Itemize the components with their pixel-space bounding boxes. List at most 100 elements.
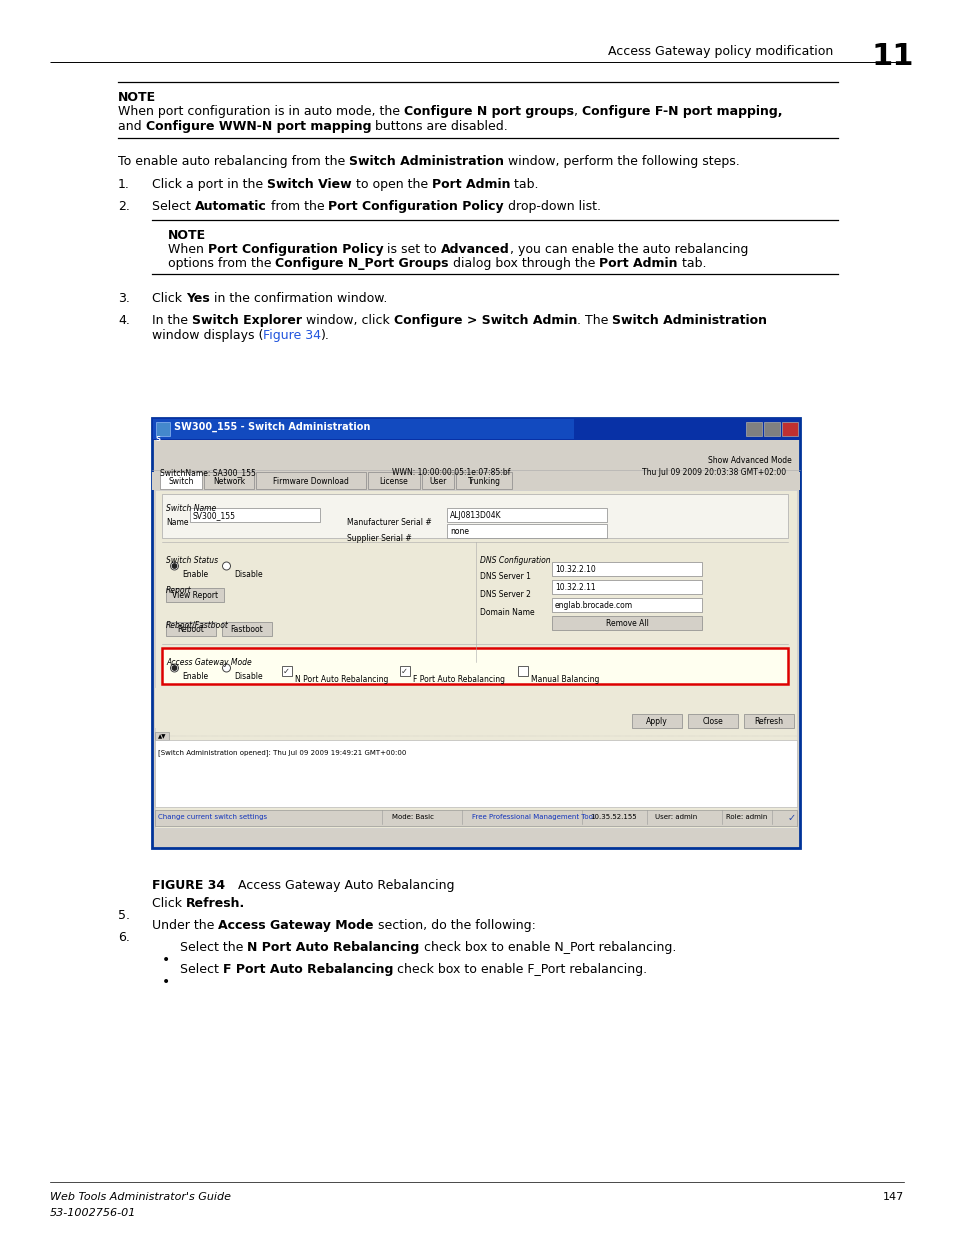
Text: englab.brocade.com: englab.brocade.com: [555, 601, 633, 610]
Bar: [154, 732, 169, 740]
Text: buttons are disabled.: buttons are disabled.: [371, 120, 507, 133]
Text: 5.: 5.: [118, 909, 130, 923]
Bar: [154, 490, 796, 827]
Text: Port Configuration Policy: Port Configuration Policy: [328, 200, 503, 212]
Text: 10.35.52.155: 10.35.52.155: [589, 814, 636, 820]
Text: Switch Name: Switch Name: [166, 504, 216, 513]
Text: To enable auto rebalancing from the: To enable auto rebalancing from the: [118, 156, 349, 168]
Text: F Port Auto Rebalancing: F Port Auto Rebalancing: [413, 676, 504, 684]
Text: Port Admin: Port Admin: [432, 178, 510, 191]
Text: Port Admin: Port Admin: [598, 257, 678, 270]
Text: Click a port in the: Click a port in the: [152, 178, 267, 191]
Circle shape: [171, 664, 178, 672]
Text: and: and: [118, 120, 146, 133]
Bar: [154, 688, 796, 727]
Text: tab.: tab.: [510, 178, 538, 191]
Text: drop-down list.: drop-down list.: [503, 200, 600, 212]
Text: Configure WWN-N port mapping: Configure WWN-N port mapping: [146, 120, 371, 133]
Text: Reboot/Fastboot: Reboot/Fastboot: [166, 620, 229, 629]
Text: check box to enable N_Port rebalancing.: check box to enable N_Port rebalancing.: [419, 941, 676, 953]
Text: Switch Administration: Switch Administration: [612, 314, 767, 327]
Text: Mode: Basic: Mode: Basic: [392, 814, 434, 820]
Text: DNS Configuration: DNS Configuration: [479, 556, 550, 564]
Text: Thu Jul 09 2009 20:03:38 GMT+02:00: Thu Jul 09 2009 20:03:38 GMT+02:00: [641, 468, 785, 477]
Text: Free Professional Management Tool: Free Professional Management Tool: [472, 814, 595, 820]
Text: Automatic: Automatic: [194, 200, 266, 212]
Bar: [152, 472, 800, 490]
Text: Change current switch settings: Change current switch settings: [158, 814, 267, 820]
Text: 2.: 2.: [118, 200, 130, 212]
Bar: [552, 598, 701, 613]
Text: Remove All: Remove All: [605, 619, 648, 627]
Text: SwitchName: SA300_155: SwitchName: SA300_155: [160, 468, 255, 477]
Text: ✓: ✓: [283, 667, 290, 676]
Bar: [421, 472, 454, 489]
Text: Role: admin: Role: admin: [725, 814, 766, 820]
Text: DNS Server 2: DNS Server 2: [479, 590, 530, 599]
Text: Configure > Switch Admin: Configure > Switch Admin: [394, 314, 577, 327]
Text: Report: Report: [166, 585, 192, 595]
Bar: [152, 417, 800, 440]
Text: Switch Administration: Switch Administration: [349, 156, 504, 168]
Text: , you can enable the auto rebalancing: , you can enable the auto rebalancing: [509, 243, 747, 256]
Text: FIGURE 34: FIGURE 34: [152, 879, 225, 892]
Text: to open the: to open the: [352, 178, 432, 191]
Bar: [204, 472, 253, 489]
Text: 53-1002756-01: 53-1002756-01: [50, 1208, 136, 1218]
Text: Access Gateway Mode: Access Gateway Mode: [218, 919, 374, 932]
Bar: [156, 422, 170, 436]
Bar: [687, 714, 738, 727]
Text: User: admin: User: admin: [655, 814, 697, 820]
Text: Access Gateway Mode: Access Gateway Mode: [166, 658, 252, 667]
Text: DNS Server 1: DNS Server 1: [479, 572, 530, 580]
Text: Select: Select: [152, 200, 194, 212]
Text: Configure N_Port Groups: Configure N_Port Groups: [275, 257, 449, 270]
Bar: [399, 666, 410, 676]
Bar: [743, 714, 793, 727]
Text: Disable: Disable: [233, 571, 262, 579]
Text: Configure F-N port mapping,: Configure F-N port mapping,: [581, 105, 781, 119]
Bar: [781, 422, 797, 436]
Bar: [763, 422, 780, 436]
Bar: [152, 419, 574, 438]
Text: Yes: Yes: [186, 291, 210, 305]
Text: Apply: Apply: [645, 716, 667, 725]
Text: Port Configuration Policy: Port Configuration Policy: [208, 243, 383, 256]
Bar: [255, 472, 366, 489]
Bar: [162, 648, 787, 684]
Text: Show Advanced Mode: Show Advanced Mode: [707, 456, 791, 466]
Bar: [447, 508, 606, 522]
Text: Enable: Enable: [182, 571, 208, 579]
Text: NOTE: NOTE: [118, 91, 156, 104]
Bar: [222, 622, 272, 636]
Text: •: •: [162, 953, 170, 967]
Text: Network: Network: [213, 477, 245, 487]
Text: •: •: [162, 974, 170, 989]
Circle shape: [172, 666, 176, 671]
Bar: [456, 472, 512, 489]
Text: ✓: ✓: [787, 813, 796, 823]
Text: Access Gateway policy modification: Access Gateway policy modification: [607, 44, 832, 58]
Text: options from the: options from the: [168, 257, 275, 270]
Text: window, perform the following steps.: window, perform the following steps.: [504, 156, 740, 168]
Text: User: User: [429, 477, 446, 487]
Text: Firmware Download: Firmware Download: [273, 477, 349, 487]
Bar: [162, 494, 787, 538]
Text: Figure 34: Figure 34: [263, 329, 321, 342]
Bar: [190, 508, 319, 522]
Text: Close: Close: [702, 716, 722, 725]
Text: window displays (: window displays (: [152, 329, 263, 342]
Text: S: S: [156, 436, 161, 442]
Text: 10.32.2.11: 10.32.2.11: [555, 583, 595, 592]
Text: 1.: 1.: [118, 178, 130, 191]
Bar: [552, 580, 701, 594]
Text: ▲▼: ▲▼: [157, 734, 166, 739]
Text: Refresh: Refresh: [754, 716, 782, 725]
Text: Configure N port groups: Configure N port groups: [403, 105, 574, 119]
Text: section, do the following:: section, do the following:: [374, 919, 536, 932]
Text: ✓: ✓: [400, 667, 408, 676]
Circle shape: [172, 564, 176, 568]
Text: from the: from the: [266, 200, 328, 212]
Text: 11: 11: [871, 42, 914, 70]
Text: ).: ).: [321, 329, 330, 342]
